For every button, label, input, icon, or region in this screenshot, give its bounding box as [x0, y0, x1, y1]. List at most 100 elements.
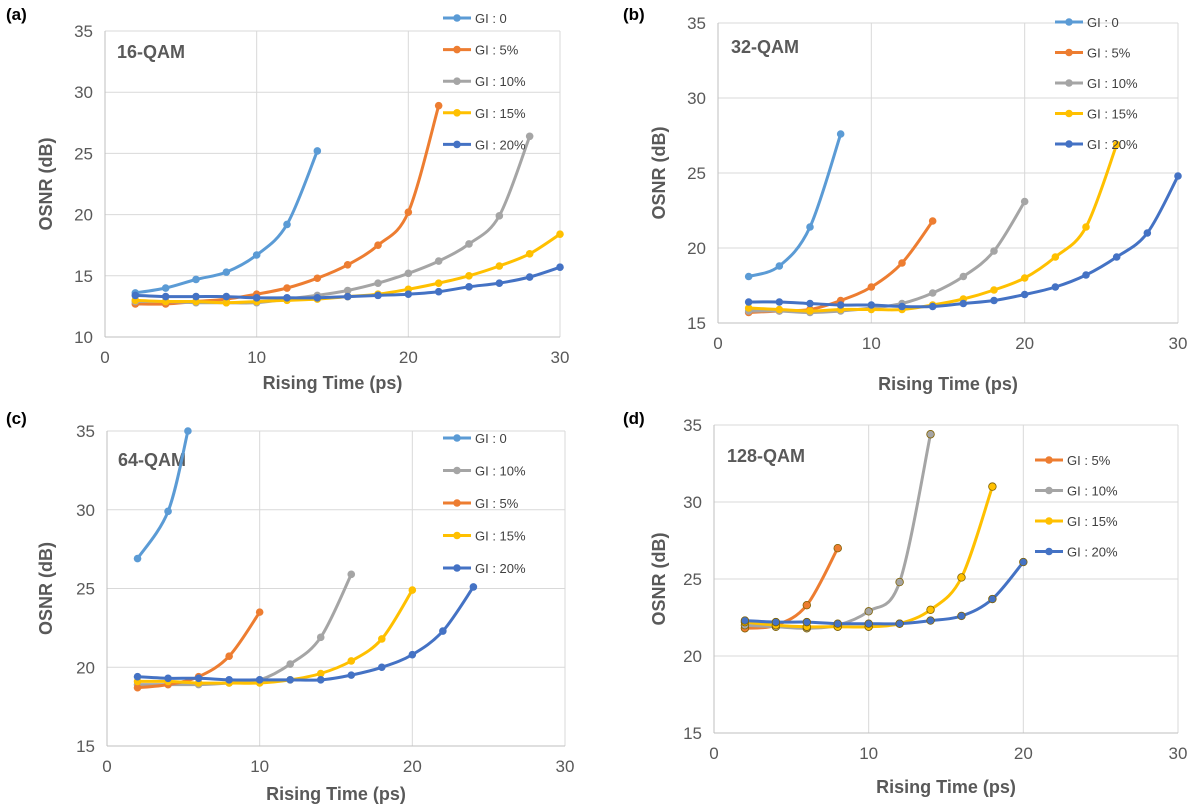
y-tick-label: 15 — [74, 267, 93, 286]
data-point — [313, 147, 322, 155]
chart-title: 128-QAM — [727, 446, 805, 466]
data-point — [378, 635, 386, 643]
data-point — [525, 132, 534, 141]
data-point — [316, 633, 325, 642]
data-point — [434, 257, 443, 265]
data-point — [408, 586, 417, 594]
data-point — [1020, 197, 1029, 206]
data-point — [286, 660, 295, 668]
data-point — [864, 619, 873, 628]
data-point — [990, 247, 998, 255]
data-point — [928, 302, 937, 311]
data-point — [222, 298, 231, 307]
x-tick-label: 20 — [1014, 744, 1033, 763]
y-axis-title: OSNR (dB) — [649, 533, 669, 626]
data-point — [408, 650, 417, 659]
data-point — [898, 302, 906, 311]
data-point — [1020, 290, 1029, 299]
data-point — [744, 272, 753, 281]
legend-swatch-marker — [1045, 517, 1053, 525]
data-point — [806, 307, 814, 315]
legend-swatch-marker — [1045, 486, 1053, 495]
data-point — [252, 251, 261, 259]
legend-entry: GI : 10% — [475, 74, 526, 89]
chart-title: 16-QAM — [117, 42, 185, 62]
legend-entry: GI : 20% — [475, 561, 526, 576]
x-tick-label: 30 — [1169, 744, 1188, 763]
legend-swatch-marker — [1045, 456, 1053, 464]
data-point — [283, 284, 291, 292]
x-axis-title: Rising Time (ps) — [266, 784, 406, 804]
chart-title: 64-QAM — [118, 450, 186, 470]
legend-entry: GI : 10% — [475, 464, 526, 479]
data-point — [802, 617, 811, 627]
x-tick-label: 0 — [102, 757, 111, 776]
data-point — [434, 101, 443, 110]
data-point — [404, 269, 413, 278]
series-line — [136, 585, 475, 682]
legend-swatch-marker — [1065, 79, 1073, 87]
series-line — [136, 572, 353, 687]
data-point — [802, 600, 811, 610]
data-point — [374, 241, 382, 249]
data-point — [225, 676, 233, 684]
series-group — [133, 427, 478, 692]
data-point — [833, 619, 842, 628]
legend: GI : 5% GI : 10% GI : 15% GI : 20% — [1035, 453, 1118, 560]
y-tick-label: 35 — [687, 14, 706, 33]
data-point — [184, 427, 192, 435]
data-point — [806, 299, 814, 308]
data-point — [957, 611, 966, 621]
data-point — [895, 577, 904, 587]
data-point — [775, 305, 784, 314]
data-point — [1051, 253, 1060, 261]
panel-label: (d) — [623, 409, 645, 428]
data-point — [959, 272, 968, 281]
legend-swatch-marker — [453, 434, 461, 442]
data-point — [1082, 223, 1090, 231]
x-axis-title: Rising Time (ps) — [876, 777, 1016, 797]
series-line — [136, 588, 414, 685]
data-point — [1174, 172, 1182, 180]
data-point — [836, 130, 845, 138]
data-point — [347, 657, 356, 665]
data-point — [255, 608, 264, 616]
data-point — [194, 674, 203, 683]
data-point — [1112, 253, 1121, 261]
legend-swatch-marker — [453, 109, 461, 117]
legend-swatch-marker — [1065, 140, 1073, 148]
legend: GI : 0 GI : 10% GI : 5% GI : 15% GI : 20% — [443, 431, 526, 576]
x-tick-label: 10 — [250, 757, 269, 776]
legend-entry: GI : 15% — [1087, 107, 1138, 122]
y-tick-label: 20 — [74, 206, 93, 225]
data-point — [556, 263, 564, 272]
data-point — [313, 274, 322, 283]
data-point — [990, 286, 998, 294]
y-axis-title: OSNR (dB) — [649, 127, 669, 220]
data-point — [347, 570, 356, 579]
legend-entry: GI : 0 — [475, 431, 507, 446]
y-tick-label: 20 — [687, 239, 706, 258]
y-tick-label: 10 — [74, 328, 93, 347]
y-tick-label: 35 — [683, 416, 702, 435]
legend-swatch-marker — [453, 531, 461, 540]
x-tick-label: 30 — [556, 757, 575, 776]
legend-entry: GI : 0 — [1087, 15, 1119, 30]
data-point — [988, 594, 997, 604]
data-point — [744, 304, 753, 312]
data-point — [164, 507, 172, 516]
data-point — [161, 292, 170, 301]
y-tick-label: 15 — [683, 724, 702, 743]
data-point — [771, 617, 781, 627]
series-line — [747, 174, 1180, 309]
data-point — [1051, 283, 1060, 291]
legend-entry: GI : 15% — [475, 106, 526, 121]
chart-panel-4: 15 20 25 30 35 0 10 20 30 Rising Time (ps) OSNR (d… — [623, 409, 1187, 797]
data-point — [313, 294, 322, 302]
legend-entry: GI : 5% — [1067, 453, 1111, 468]
data-point — [465, 283, 473, 291]
data-point — [343, 286, 352, 295]
y-tick-label: 30 — [683, 493, 702, 512]
x-tick-label: 10 — [247, 348, 266, 367]
data-point — [959, 299, 968, 308]
